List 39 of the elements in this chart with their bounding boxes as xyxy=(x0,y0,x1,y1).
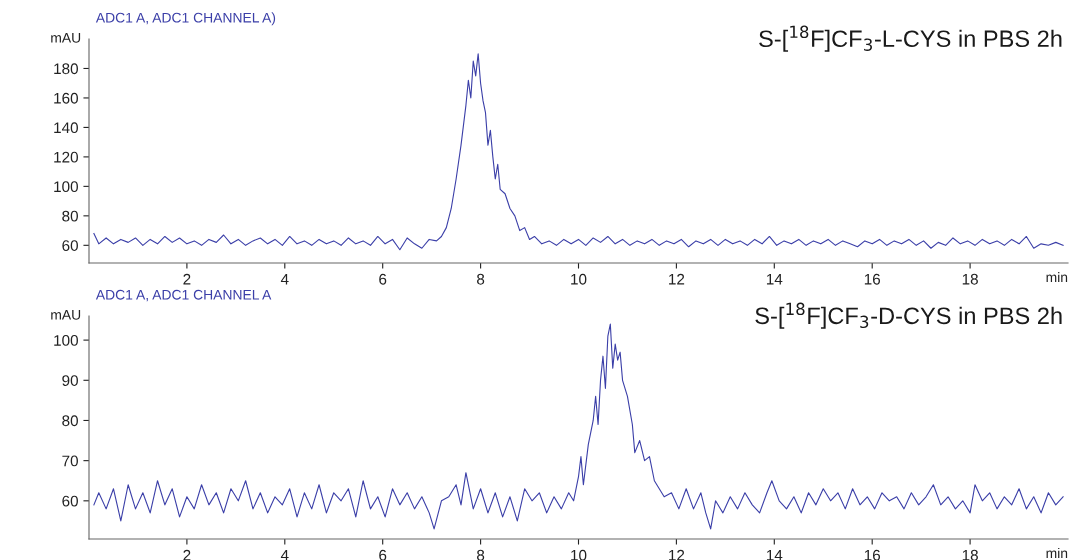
x-tick-label: 14 xyxy=(766,273,783,285)
x-tick-label: 8 xyxy=(477,273,485,285)
y-tick-label: 90 xyxy=(62,375,78,386)
y-tick-label: 80 xyxy=(62,415,78,427)
x-tick-label: 14 xyxy=(766,549,783,560)
y-tick-label: 160 xyxy=(54,92,78,104)
x-tick-label: 16 xyxy=(864,273,881,285)
y-axis-title: mAU xyxy=(51,33,81,43)
x-tick-label: 2 xyxy=(183,549,191,560)
x-tick-label: 10 xyxy=(571,549,587,560)
y-tick-label: 180 xyxy=(54,63,78,75)
y-tick-label: 60 xyxy=(62,495,78,507)
x-tick-label: 4 xyxy=(280,273,289,285)
line-series xyxy=(93,53,1064,251)
y-tick-label: 70 xyxy=(62,455,78,467)
x-tick-label: 6 xyxy=(379,273,387,285)
x-tick-label: 18 xyxy=(962,549,978,560)
text: ADC1 A, ADC1 CHANNEL A) xyxy=(95,12,276,26)
x-tick-label: 2 xyxy=(183,273,191,285)
x-tick-label: 8 xyxy=(477,549,485,560)
x-tick-label: 12 xyxy=(669,273,685,285)
x-tick-label: 16 xyxy=(864,549,881,560)
y-tick-label: 60 xyxy=(62,240,78,251)
x-tick-label: 18 xyxy=(962,273,978,285)
x-tick-label: 12 xyxy=(669,549,685,560)
text: ADC1 A, ADC1 CHANNEL A xyxy=(95,289,272,302)
y-axis-title: mAU xyxy=(51,310,81,320)
chart-title: S-[$^{18}$F]CF$_{3}$-L-CYS in PBS 2h xyxy=(759,25,1062,52)
chart-title: S-[$^{18}$F]CF$_{3}$-D-CYS in PBS 2h xyxy=(755,302,1062,329)
y-tick-label: 80 xyxy=(62,210,78,222)
y-tick-label: 120 xyxy=(54,151,78,163)
y-tick-label: 140 xyxy=(54,122,78,134)
y-tick-label: 100 xyxy=(54,334,78,346)
x-tick-label: 4 xyxy=(280,549,289,560)
x-axis-title: min xyxy=(1046,547,1068,558)
x-tick-label: 10 xyxy=(571,273,587,285)
x-axis-title: min xyxy=(1046,271,1068,283)
x-tick-label: 6 xyxy=(379,549,387,560)
y-tick-label: 100 xyxy=(54,181,78,193)
